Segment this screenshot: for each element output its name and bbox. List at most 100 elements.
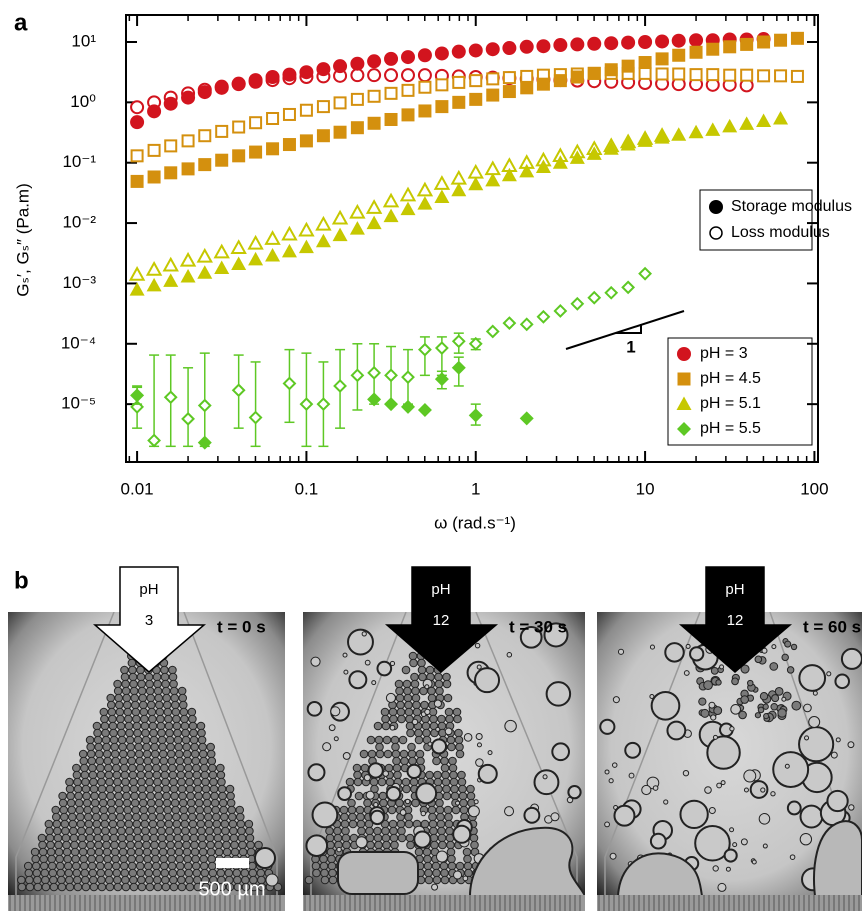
droplet <box>749 780 769 799</box>
arrow-label: pH <box>725 581 744 598</box>
data-point <box>197 85 212 100</box>
droplet <box>405 833 415 843</box>
droplet <box>403 693 413 703</box>
data-point <box>163 390 178 405</box>
droplet <box>198 749 208 759</box>
droplet <box>453 714 462 724</box>
droplet <box>459 805 469 815</box>
droplet <box>706 735 741 770</box>
droplet <box>41 882 51 892</box>
droplet <box>123 805 133 815</box>
data-point <box>484 160 501 176</box>
droplet <box>158 742 167 752</box>
droplet <box>840 647 862 670</box>
droplet <box>304 875 314 885</box>
data-point <box>739 116 755 130</box>
droplet <box>142 840 151 850</box>
data-point <box>757 35 771 49</box>
data-point <box>790 31 804 45</box>
droplet <box>114 700 124 710</box>
droplet <box>348 819 358 829</box>
droplet <box>160 672 170 682</box>
droplet <box>65 777 74 787</box>
droplet <box>126 847 136 857</box>
droplet <box>152 770 162 780</box>
droplet <box>46 847 56 857</box>
droplet <box>401 777 411 787</box>
data-point <box>603 141 619 155</box>
droplet <box>91 812 101 822</box>
droplet <box>57 882 67 892</box>
droplet <box>175 861 185 871</box>
data-point <box>587 290 602 305</box>
droplet <box>830 751 838 759</box>
droplet <box>435 726 441 732</box>
droplet <box>111 861 121 871</box>
droplet <box>81 882 91 892</box>
droplet <box>198 742 207 752</box>
droplet <box>365 826 374 836</box>
data-point <box>620 137 636 151</box>
data-point <box>163 96 178 111</box>
droplet <box>172 819 182 829</box>
droplet <box>31 854 40 864</box>
droplet <box>177 777 186 787</box>
droplet <box>147 805 157 815</box>
panel-label: a <box>14 9 28 36</box>
droplet <box>209 777 218 787</box>
droplet <box>401 665 411 675</box>
droplet <box>187 707 197 717</box>
data-point <box>299 134 313 148</box>
droplet <box>135 756 145 766</box>
droplet <box>117 728 126 738</box>
data-point <box>740 68 754 82</box>
droplet <box>103 756 113 766</box>
data-point <box>265 70 280 85</box>
data-point <box>468 176 484 191</box>
droplet <box>200 763 209 773</box>
data-point <box>316 397 331 412</box>
droplet <box>185 777 194 787</box>
droplet <box>185 784 195 794</box>
droplet <box>543 622 569 648</box>
droplet <box>761 647 768 654</box>
droplet <box>395 693 405 703</box>
droplet <box>708 807 716 815</box>
data-point <box>655 34 670 49</box>
droplet <box>80 868 90 878</box>
droplet <box>120 672 130 682</box>
droplet <box>743 769 757 783</box>
droplet <box>342 751 351 760</box>
data-point <box>621 59 635 73</box>
droplet <box>226 798 236 808</box>
droplet <box>265 873 279 887</box>
droplet <box>142 749 152 759</box>
slope-label: 1 <box>626 337 635 356</box>
droplet <box>157 826 166 836</box>
data-point <box>128 266 146 281</box>
droplet <box>476 742 482 748</box>
droplet <box>100 721 110 731</box>
droplet <box>389 660 396 667</box>
droplet <box>145 679 154 689</box>
data-point <box>198 158 212 172</box>
droplet <box>703 680 713 690</box>
droplet <box>150 742 159 752</box>
droplet <box>63 861 73 871</box>
droplet <box>169 679 178 689</box>
data-point <box>164 139 178 153</box>
droplet <box>103 854 112 864</box>
droplet <box>121 679 130 689</box>
data-point <box>418 80 432 94</box>
droplet <box>163 812 173 822</box>
droplet <box>101 833 111 843</box>
droplet <box>165 728 174 738</box>
droplet <box>599 718 616 735</box>
droplet <box>613 804 636 827</box>
droplet <box>397 714 406 724</box>
droplet <box>209 784 219 794</box>
droplet <box>132 721 142 731</box>
data-point <box>215 124 229 138</box>
droplet <box>136 672 146 682</box>
data-point <box>147 433 162 448</box>
